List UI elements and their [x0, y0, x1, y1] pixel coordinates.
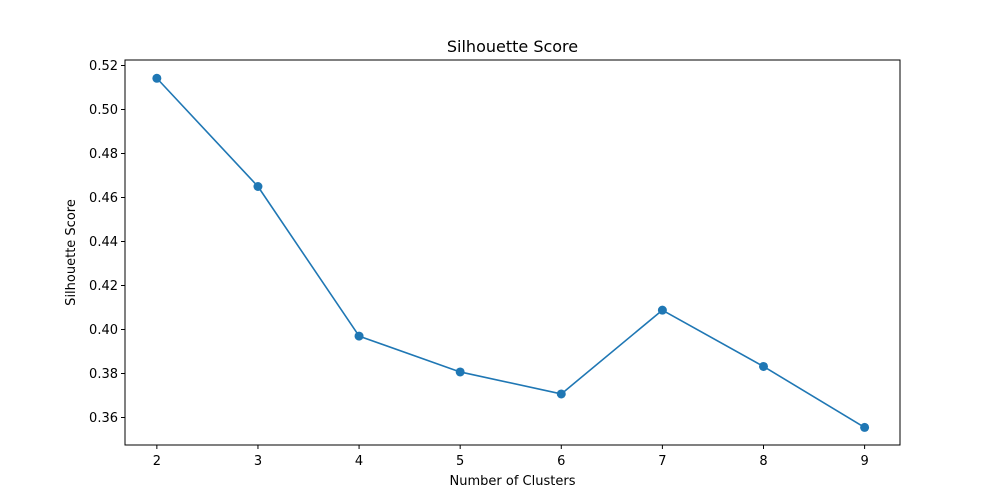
x-tick-label: 7 — [658, 454, 666, 469]
y-axis-ticks: 0.36 0.38 0.40 0.42 0.44 0.46 0.48 0.50 0.52 — [89, 59, 125, 426]
y-tick-label: 0.46 — [89, 191, 118, 206]
x-axis-title: Number of Clusters — [450, 474, 576, 489]
series-line — [156, 77, 866, 429]
data-point — [657, 305, 667, 315]
y-tick-label: 0.42 — [89, 279, 118, 294]
chart-title: Silhouette Score — [447, 37, 578, 56]
data-point — [354, 331, 364, 341]
y-tick-label: 0.40 — [89, 323, 118, 338]
y-tick-label: 0.52 — [89, 59, 118, 74]
data-point — [860, 422, 870, 432]
data-point — [253, 182, 263, 191]
data-point — [759, 361, 769, 371]
y-tick-label: 0.50 — [89, 103, 118, 118]
x-tick-label: 5 — [456, 454, 464, 469]
plot-area-frame — [124, 59, 901, 446]
x-tick-label: 9 — [860, 454, 868, 469]
x-tick-label: 4 — [355, 454, 363, 469]
x-tick-label: 3 — [254, 454, 262, 469]
data-point — [152, 73, 162, 83]
x-axis-ticks: 2 3 4 5 6 7 8 9 — [153, 445, 869, 469]
y-axis-title: Silhouette Score — [64, 199, 79, 306]
y-tick-label: 0.36 — [89, 411, 118, 426]
data-point — [455, 367, 465, 377]
series-layer — [152, 73, 870, 432]
data-point — [556, 389, 566, 399]
x-tick-label: 6 — [557, 454, 565, 469]
y-tick-label: 0.38 — [89, 367, 118, 382]
x-tick-label: 2 — [153, 454, 161, 469]
x-tick-label: 8 — [759, 454, 767, 469]
y-tick-label: 0.48 — [89, 147, 118, 162]
y-tick-label: 0.44 — [89, 235, 118, 250]
